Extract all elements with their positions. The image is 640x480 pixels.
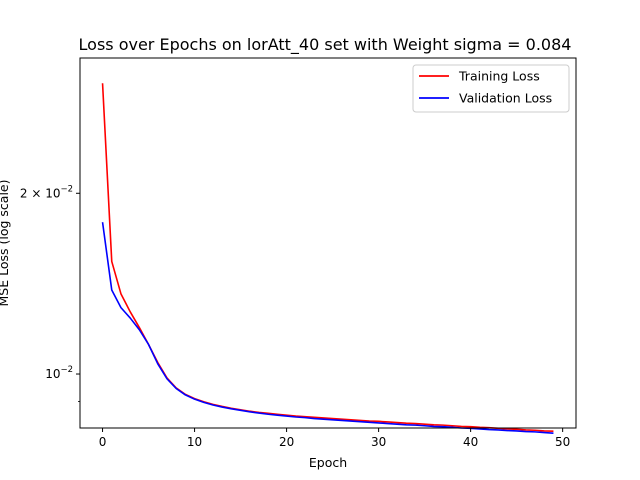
- axes-frame: [79, 57, 577, 429]
- x-axis: 0 10 20 30 40 50: [99, 428, 570, 449]
- y-tick-label: 2 × 10−2: [20, 184, 73, 200]
- x-tick-label: 20: [279, 435, 294, 449]
- y-axis: 10−2 2 × 10−2: [20, 184, 80, 402]
- x-axis-label: Epoch: [309, 455, 347, 470]
- legend: Training Loss Validation Loss: [412, 64, 570, 113]
- legend-label-training: Training Loss: [458, 69, 540, 84]
- plot-area: [101, 83, 554, 434]
- x-tick-label: 0: [99, 435, 107, 449]
- legend-label-validation: Validation Loss: [459, 91, 552, 106]
- series-line-1: [101, 222, 554, 434]
- y-axis-label: MSE Loss (log scale): [0, 180, 11, 307]
- x-tick-label: 10: [187, 435, 202, 449]
- x-tick-label: 40: [463, 435, 478, 449]
- x-tick-label: 30: [371, 435, 386, 449]
- legend-box: [412, 64, 570, 113]
- chart-title: Loss over Epochs on lorAtt_40 set with W…: [79, 35, 572, 55]
- x-tick-label: 50: [555, 435, 570, 449]
- y-tick-label: 10−2: [45, 365, 73, 381]
